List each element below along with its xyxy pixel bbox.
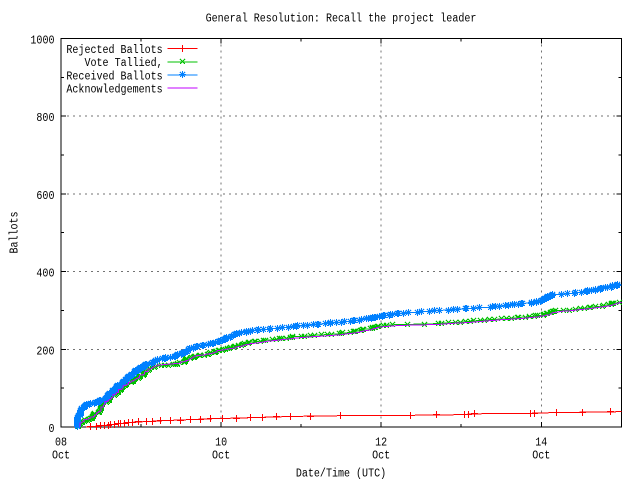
- svg-text:Ballots: Ballots: [9, 211, 22, 253]
- svg-text:Oct: Oct: [212, 450, 230, 463]
- svg-text:Date/Time (UTC): Date/Time (UTC): [296, 467, 386, 480]
- svg-text:Vote Tallied,: Vote Tallied,: [85, 57, 163, 70]
- svg-text:200: 200: [36, 345, 54, 358]
- svg-text:Rejected Ballots: Rejected Ballots: [66, 44, 162, 57]
- svg-text:Oct: Oct: [52, 450, 70, 463]
- svg-text:14: 14: [535, 436, 547, 449]
- svg-text:Received Ballots: Received Ballots: [66, 70, 162, 83]
- svg-text:400: 400: [36, 268, 54, 281]
- svg-text:0: 0: [49, 423, 55, 436]
- svg-text:600: 600: [36, 190, 54, 203]
- svg-text:12: 12: [375, 436, 387, 449]
- svg-text:Oct: Oct: [372, 450, 390, 463]
- svg-text:1000: 1000: [30, 34, 54, 47]
- svg-text:10: 10: [215, 436, 227, 449]
- svg-text:General Resolution: Recall the: General Resolution: Recall the project l…: [206, 12, 477, 25]
- svg-text:Acknowledgements: Acknowledgements: [66, 84, 162, 97]
- svg-text:Oct: Oct: [532, 450, 550, 463]
- svg-text:800: 800: [36, 112, 54, 125]
- svg-text:08: 08: [55, 436, 67, 449]
